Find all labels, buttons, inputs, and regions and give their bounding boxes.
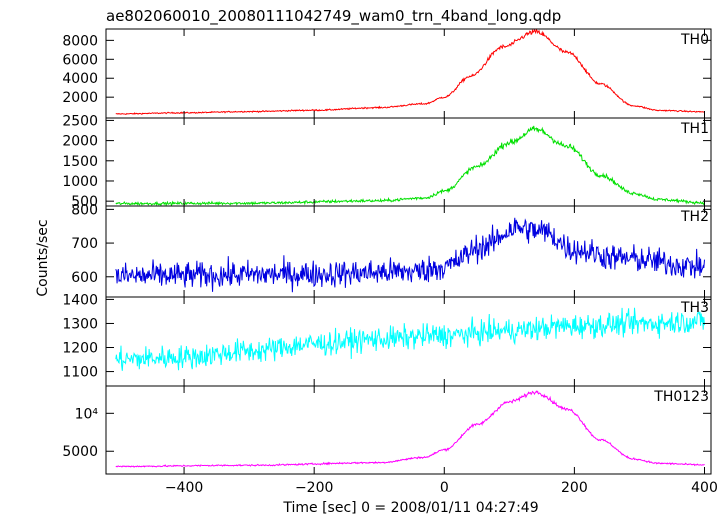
y-tick-label: 2000 — [62, 90, 98, 106]
y-tick-label: 5000 — [62, 444, 98, 460]
y-axis-label: Counts/sec — [35, 219, 51, 296]
chart-title: ae802060010_20080111042749_wam0_trn_4ban… — [106, 7, 561, 26]
panel-label: TH0123 — [653, 389, 709, 405]
panel-th3: 1100 1200 1300 1400 TH3 — [62, 292, 712, 387]
y-tick-label: 6000 — [62, 52, 98, 68]
panels: 2000 4000 6000 8000 TH0 500 1000 1500 2000 2500 TH… — [62, 28, 712, 475]
panel-th1: 500 1000 1500 2000 2500 TH1 — [62, 113, 712, 210]
y-tick-label: 10⁴ — [75, 406, 99, 422]
y-tick-label: 1000 — [62, 174, 98, 190]
y-tick-label: 700 — [71, 236, 98, 252]
panel-th2: 600 700 800 TH2 — [71, 202, 712, 298]
y-tick-label: 2500 — [62, 113, 98, 129]
panel-frame — [105, 117, 712, 207]
y-tick-label: 4000 — [62, 71, 98, 87]
series-line-th3 — [115, 307, 705, 371]
panel-th0: 2000 4000 6000 8000 TH0 — [62, 28, 712, 119]
series-line-th0 — [115, 28, 705, 116]
y-tick-label: 8000 — [62, 33, 98, 49]
x-axis-label: Time [sec] 0 = 2008/01/11 04:27:49 — [282, 500, 538, 516]
y-tick-label: 2000 — [62, 134, 98, 150]
series-line-th1 — [115, 125, 705, 207]
panel-th0123: 5000 10⁴ TH0123 — [62, 385, 712, 475]
y-tick-label: 1200 — [62, 341, 98, 357]
x-tick-label: 400 — [691, 480, 718, 496]
panel-label: TH1 — [680, 121, 709, 137]
panel-frame — [105, 385, 712, 475]
panel-label: TH0 — [680, 32, 709, 48]
y-tick-label: 1400 — [62, 292, 98, 308]
y-tick-label: 1500 — [62, 154, 98, 170]
y-tick-label: 600 — [71, 270, 98, 286]
y-tick-label: 1300 — [62, 316, 98, 332]
series-line-th0123 — [115, 390, 705, 468]
x-tick-label: 0 — [440, 480, 449, 496]
panel-label: TH2 — [680, 209, 709, 225]
y-tick-label: 800 — [71, 202, 98, 218]
x-tick-label: −200 — [295, 480, 333, 496]
y-tick-label: 1100 — [62, 365, 98, 381]
panel-label: TH3 — [680, 300, 709, 316]
x-axis: −400 −200 0 200 400 — [165, 480, 718, 496]
x-tick-label: −400 — [165, 480, 203, 496]
x-tick-label: 200 — [561, 480, 588, 496]
y-tick-label: 500 — [71, 194, 98, 210]
series-line-th2 — [115, 217, 705, 293]
